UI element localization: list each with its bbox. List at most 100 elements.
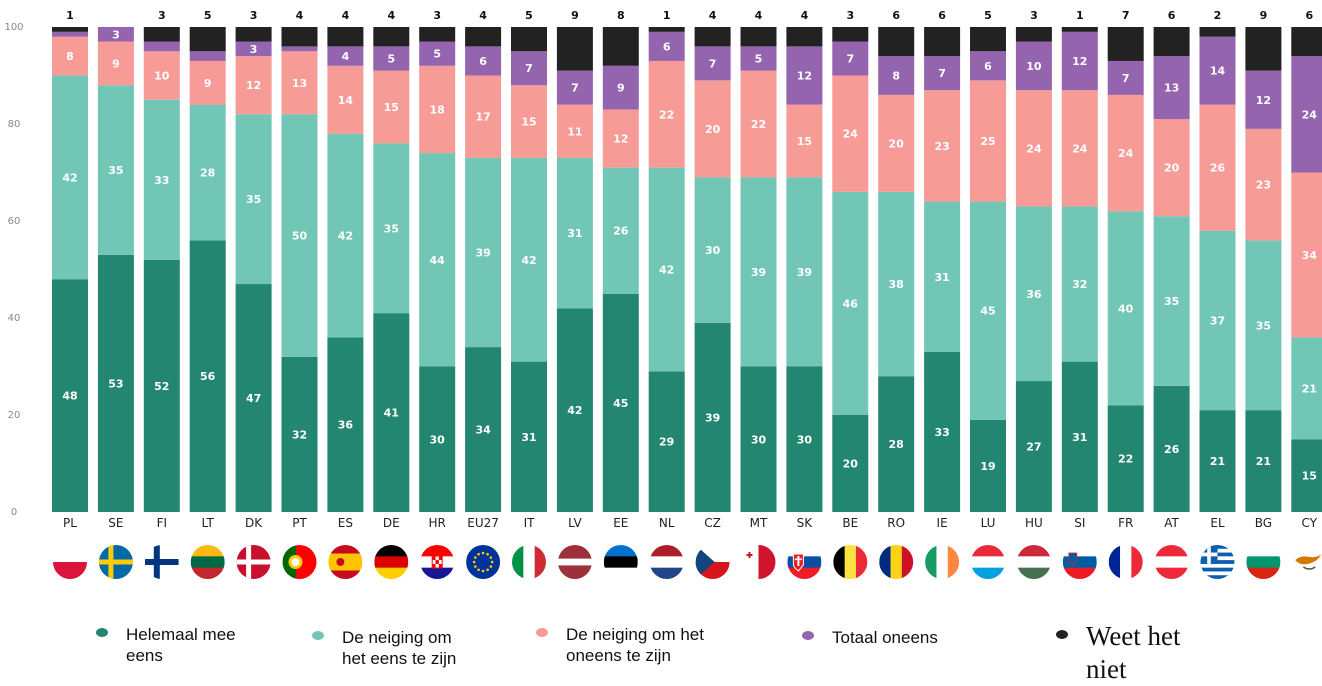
- flag-star: [481, 551, 485, 555]
- data-label: 40: [1118, 302, 1134, 315]
- bar-segment: [1015, 41, 1052, 91]
- top-label: 4: [709, 9, 717, 22]
- bar-segment: [924, 201, 961, 352]
- flag-field: [466, 545, 501, 579]
- flag-ee-icon: [603, 545, 638, 579]
- bar-segment: [970, 80, 1006, 202]
- bar-hu: 27 36 24 10: [1015, 27, 1052, 512]
- legend-item-neiging-oneens: De neiging om het oneens te zijn: [536, 624, 704, 666]
- bar-segment: [1061, 206, 1098, 362]
- bar-segment: [1061, 361, 1098, 512]
- flag-stripe: [741, 545, 759, 579]
- bar-segment: [694, 27, 731, 47]
- flag-hr-icon: [420, 545, 455, 579]
- data-label: 45: [613, 397, 628, 410]
- data-label: 26: [1210, 162, 1226, 175]
- x-tick-label: BE: [842, 516, 858, 530]
- bar-segment: [648, 27, 685, 32]
- flag-emblem: [1302, 566, 1316, 570]
- data-label: 42: [567, 404, 582, 417]
- data-label: 38: [889, 278, 904, 291]
- flag-stripe: [603, 567, 638, 579]
- x-tick-label: MT: [750, 516, 768, 530]
- bar-segment: [465, 75, 502, 158]
- flag-body: [190, 545, 225, 579]
- flag-body: [741, 545, 776, 579]
- data-label: 26: [613, 225, 629, 238]
- flag-el-icon: [1200, 545, 1235, 579]
- data-label: 30: [705, 244, 721, 257]
- flag-body: [971, 545, 1005, 579]
- data-label: 14: [338, 94, 354, 107]
- flag-star: [477, 568, 480, 572]
- bar-segment: [52, 27, 88, 32]
- flag-stripe: [53, 562, 87, 579]
- flag-star: [486, 568, 489, 572]
- data-label: 29: [659, 436, 674, 449]
- legend-label: De neiging om het eens te zijn: [342, 628, 457, 668]
- bar-segment: [235, 56, 272, 115]
- flag-cross: [144, 559, 179, 565]
- bar-bg: 21 35 23 12: [1245, 27, 1282, 512]
- bar-segment: [235, 27, 272, 42]
- bar-segment: [281, 46, 318, 52]
- bar-segment: [1015, 381, 1052, 512]
- flag-si-icon: [1062, 545, 1097, 579]
- top-label: 6: [1305, 9, 1313, 22]
- bar-segment: [1199, 230, 1236, 411]
- flag-stripe: [787, 567, 822, 579]
- bar-segment: [52, 75, 88, 280]
- bar-segment: [1015, 27, 1052, 42]
- bar-segment: [52, 36, 88, 76]
- bar-segment: [878, 27, 915, 57]
- data-label: 31: [567, 227, 582, 240]
- bar-segment: [832, 27, 869, 42]
- bar-segment: [602, 27, 639, 66]
- top-label: 6: [938, 9, 946, 22]
- data-label: 22: [751, 118, 766, 131]
- bar-segment: [1245, 128, 1282, 241]
- x-tick-label: SE: [108, 516, 123, 530]
- bar-segment: [281, 27, 318, 47]
- y-tick-label: 80: [8, 119, 21, 130]
- bar-segment: [143, 259, 180, 512]
- flag-eu-icon: [466, 545, 501, 579]
- x-tick-label: EU27: [467, 516, 499, 530]
- bar-segment: [143, 99, 180, 260]
- bar-segment: [327, 27, 364, 47]
- data-label: 14: [1210, 65, 1226, 78]
- data-label: 35: [1256, 319, 1271, 332]
- flag-emblem: [336, 558, 345, 566]
- x-tick-label: DK: [245, 516, 263, 530]
- data-label: 15: [1302, 470, 1317, 483]
- data-label: 11: [567, 125, 582, 138]
- top-label: 6: [1168, 9, 1176, 22]
- flag-pl-icon: [53, 545, 87, 579]
- top-label: 3: [1030, 9, 1038, 22]
- bar-segment: [602, 293, 639, 512]
- bar-segment: [97, 85, 134, 255]
- flag-body: [603, 545, 638, 579]
- bar-segment: [1107, 60, 1144, 95]
- flag-star: [481, 569, 485, 573]
- flag-stripe: [53, 545, 87, 563]
- bar-lu: 19 45 25 6: [970, 27, 1006, 512]
- bar-segment: [878, 56, 915, 95]
- bar-segment: [235, 114, 272, 285]
- flag-stripe: [1062, 556, 1097, 569]
- flag-body: [695, 545, 730, 579]
- bar-segment: [373, 27, 410, 47]
- bar-se: 53 35 9 3: [97, 27, 134, 512]
- top-labels: 1 3 5 3 4 4 4 3 4 5 9 8 1 4 4 4 3 6 6 5 3 1 7 6 2 9 6: [66, 9, 1313, 22]
- bar-si: 31 32 24 12: [1061, 27, 1098, 512]
- legend-item-totaal-oneens: Totaal oneens: [802, 627, 938, 648]
- bar-segment: [1199, 410, 1236, 512]
- data-label: 42: [659, 264, 674, 277]
- legend-marker: [96, 628, 108, 637]
- flag-body: [1246, 545, 1281, 579]
- flag-stripe: [1120, 545, 1132, 579]
- x-tick-label: HR: [429, 516, 446, 530]
- top-label: 4: [387, 9, 395, 22]
- flag-stripe: [1108, 545, 1121, 579]
- legend-item-neiging-eens: De neiging om het eens te zijn: [312, 627, 456, 669]
